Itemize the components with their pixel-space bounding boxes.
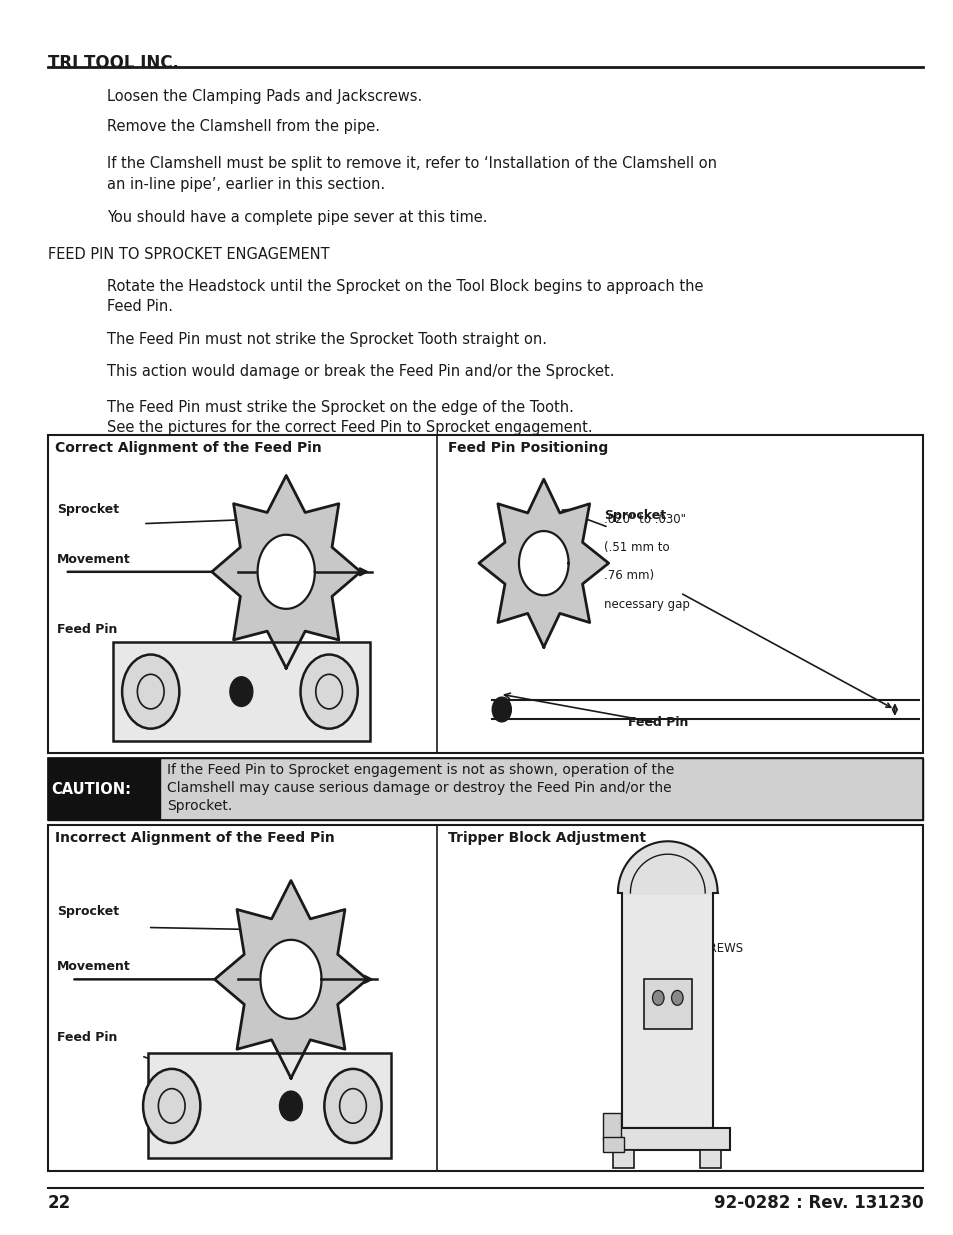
Text: Feed Pin.: Feed Pin. xyxy=(107,299,172,314)
Text: Clamshell may cause serious damage or destroy the Feed Pin and/or the: Clamshell may cause serious damage or de… xyxy=(167,781,671,795)
Text: CAUTION:: CAUTION: xyxy=(51,782,132,797)
Text: Feed Pin Positioning: Feed Pin Positioning xyxy=(448,441,608,454)
Text: FEED PIN TO SPROCKET ENGAGEMENT: FEED PIN TO SPROCKET ENGAGEMENT xyxy=(48,247,329,262)
Bar xyxy=(602,1137,623,1152)
Polygon shape xyxy=(478,479,608,647)
Text: Incorrect Alignment of the Feed Pin: Incorrect Alignment of the Feed Pin xyxy=(55,831,335,845)
Text: Sprocket: Sprocket xyxy=(57,905,119,919)
Text: TRI TOOL INC.: TRI TOOL INC. xyxy=(48,54,178,73)
Text: Loosen the Clamping Pads and Jackscrews.: Loosen the Clamping Pads and Jackscrews. xyxy=(107,89,421,104)
Text: .020" to .030": .020" to .030" xyxy=(603,513,685,526)
Bar xyxy=(612,1150,633,1168)
Circle shape xyxy=(279,1092,302,1121)
Text: Tripper Block Adjustment: Tripper Block Adjustment xyxy=(448,831,646,845)
Bar xyxy=(160,758,923,820)
Polygon shape xyxy=(212,475,360,668)
Text: .76 mm): .76 mm) xyxy=(603,569,654,583)
Text: The Feed Pin must not strike the Sprocket Tooth straight on.: The Feed Pin must not strike the Sprocke… xyxy=(107,332,546,347)
Text: Feed Pin: Feed Pin xyxy=(57,622,117,636)
Bar xyxy=(148,1053,391,1158)
Circle shape xyxy=(492,697,511,721)
Bar xyxy=(48,758,923,820)
Text: The Feed Pin must strike the Sprocket on the edge of the Tooth.: The Feed Pin must strike the Sprocket on… xyxy=(107,400,573,415)
Text: 22: 22 xyxy=(48,1194,71,1213)
Circle shape xyxy=(671,990,682,1005)
Circle shape xyxy=(230,677,253,706)
Text: If the Feed Pin to Sprocket engagement is not as shown, operation of the: If the Feed Pin to Sprocket engagement i… xyxy=(167,763,674,777)
Text: Correct Alignment of the Feed Pin: Correct Alignment of the Feed Pin xyxy=(55,441,322,454)
Bar xyxy=(112,642,370,741)
Text: Feed Pin: Feed Pin xyxy=(57,1030,117,1044)
Circle shape xyxy=(652,990,663,1005)
Bar xyxy=(602,1113,619,1140)
Circle shape xyxy=(122,655,179,729)
Text: This action would damage or break the Feed Pin and/or the Sprocket.: This action would damage or break the Fe… xyxy=(107,364,614,379)
Text: See the pictures for the correct Feed Pin to Sprocket engagement.: See the pictures for the correct Feed Pi… xyxy=(107,420,592,435)
Text: Rotate the Headstock until the Sprocket on the Tool Block begins to approach the: Rotate the Headstock until the Sprocket … xyxy=(107,279,702,294)
Bar xyxy=(643,979,691,1029)
Bar xyxy=(604,1128,729,1150)
Circle shape xyxy=(143,1068,200,1144)
Bar xyxy=(48,758,160,820)
Bar xyxy=(48,435,923,753)
Circle shape xyxy=(300,655,357,729)
Bar xyxy=(699,1150,720,1168)
Text: Movement: Movement xyxy=(57,960,131,973)
Text: Sprocket: Sprocket xyxy=(57,503,119,516)
Text: Sprocket: Sprocket xyxy=(603,509,665,522)
Text: If the Clamshell must be split to remove it, refer to ‘Installation of the Clams: If the Clamshell must be split to remove… xyxy=(107,156,716,170)
Text: Movement: Movement xyxy=(57,552,131,566)
Bar xyxy=(48,825,923,1171)
Polygon shape xyxy=(214,881,367,1078)
Text: an in-line pipe’, earlier in this section.: an in-line pipe’, earlier in this sectio… xyxy=(107,177,385,191)
Polygon shape xyxy=(257,535,314,609)
Text: Feed Pin: Feed Pin xyxy=(627,715,687,729)
Text: (.51 mm to: (.51 mm to xyxy=(603,541,669,555)
Text: CAP SCREWS: CAP SCREWS xyxy=(665,942,742,956)
Polygon shape xyxy=(518,531,568,595)
Bar xyxy=(621,893,712,1128)
Text: You should have a complete pipe sever at this time.: You should have a complete pipe sever at… xyxy=(107,210,487,225)
Text: 92-0282 : Rev. 131230: 92-0282 : Rev. 131230 xyxy=(713,1194,923,1213)
Polygon shape xyxy=(260,940,321,1019)
Polygon shape xyxy=(618,841,717,893)
Text: Sprocket.: Sprocket. xyxy=(167,799,232,813)
Text: Remove the Clamshell from the pipe.: Remove the Clamshell from the pipe. xyxy=(107,119,379,133)
Text: necessary gap: necessary gap xyxy=(603,598,689,611)
Circle shape xyxy=(324,1068,381,1144)
